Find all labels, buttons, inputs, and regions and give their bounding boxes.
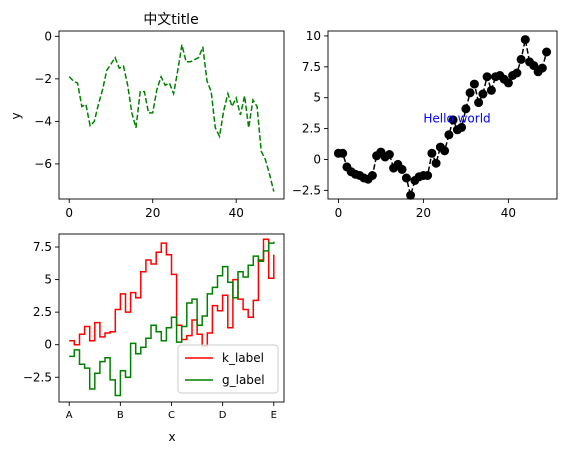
- data-point: [482, 72, 492, 82]
- subplot-top-left: 中文title y 0 20 40 0 −2 −4 −6: [9, 12, 285, 220]
- data-point: [367, 171, 377, 180]
- data-point: [406, 190, 416, 200]
- y-tick-label: −2: [34, 72, 52, 86]
- x-tick-label: 40: [501, 206, 516, 220]
- plot-area: [333, 35, 552, 200]
- y-tick-label: −2.5: [292, 183, 321, 197]
- x-tick-label: 0: [335, 206, 343, 220]
- series-line-g_label: [69, 241, 275, 397]
- data-point: [516, 54, 526, 64]
- series-line-k_label: [69, 238, 275, 347]
- x-tick-label: B: [117, 410, 124, 421]
- x-tick-label: 0: [65, 206, 73, 220]
- y-tick-label: −4: [34, 114, 52, 128]
- y-tick-label: 0: [44, 29, 52, 43]
- legend-box: [177, 344, 279, 394]
- plot-area: [68, 44, 275, 192]
- data-point: [457, 122, 467, 132]
- axes-frame: [327, 30, 558, 200]
- series-line-0: [68, 44, 275, 192]
- axes-frame: [58, 30, 285, 200]
- data-point: [448, 115, 458, 125]
- data-point: [474, 98, 484, 108]
- x-tick-label: 20: [145, 206, 160, 220]
- data-point: [478, 89, 488, 99]
- x-tick-label: 20: [416, 206, 431, 220]
- legend-label-g: g_label: [222, 373, 265, 387]
- x-tick-label: 40: [229, 206, 244, 220]
- data-point: [440, 146, 450, 156]
- y-tick-label: 2.5: [302, 122, 321, 136]
- subplot-bottom-left: x A B C D E −2.5 0 2.5 5 7.5 k_label g_label: [23, 233, 285, 444]
- data-point: [512, 68, 522, 78]
- x-tick-label: A: [66, 410, 73, 421]
- data-point: [384, 150, 394, 159]
- data-point: [431, 158, 441, 168]
- subplot-top-right: Hello world 0 20 40 −2.5 0 2.5 5 7.5 10: [292, 29, 558, 220]
- data-point: [401, 173, 411, 183]
- data-point: [461, 104, 471, 114]
- y-tick-label: 7.5: [302, 60, 321, 74]
- x-tick-label: C: [168, 410, 175, 421]
- data-point: [486, 85, 496, 95]
- data-point: [465, 88, 475, 98]
- y-axis-label: y: [9, 112, 23, 119]
- data-point: [427, 148, 437, 158]
- legend: k_label g_label: [177, 344, 279, 394]
- data-point: [469, 79, 479, 89]
- y-tick-label: 0: [313, 152, 321, 166]
- data-point: [542, 47, 552, 57]
- y-tick-label: −2.5: [23, 370, 52, 384]
- data-point: [520, 35, 530, 45]
- data-point: [397, 164, 407, 174]
- y-tick-label: 7.5: [33, 240, 52, 254]
- y-tick-label: 5: [44, 273, 52, 287]
- data-point: [423, 171, 433, 180]
- data-point: [537, 63, 547, 73]
- x-tick-label: D: [219, 410, 227, 421]
- y-tick-label: −6: [34, 157, 52, 171]
- y-tick-label: 0: [44, 338, 52, 352]
- y-tick-label: 2.5: [33, 305, 52, 319]
- data-point: [503, 78, 513, 88]
- data-point: [338, 148, 348, 158]
- x-tick-label: E: [271, 410, 277, 421]
- data-point: [444, 130, 454, 140]
- legend-label-k: k_label: [222, 351, 264, 365]
- x-axis-label: x: [168, 430, 175, 444]
- plot-area: [69, 238, 275, 397]
- annotation-hello-world: Hello world: [423, 111, 490, 125]
- y-tick-label: 10: [306, 29, 321, 43]
- y-tick-label: 5: [313, 91, 321, 105]
- chart-title: 中文title: [143, 12, 198, 28]
